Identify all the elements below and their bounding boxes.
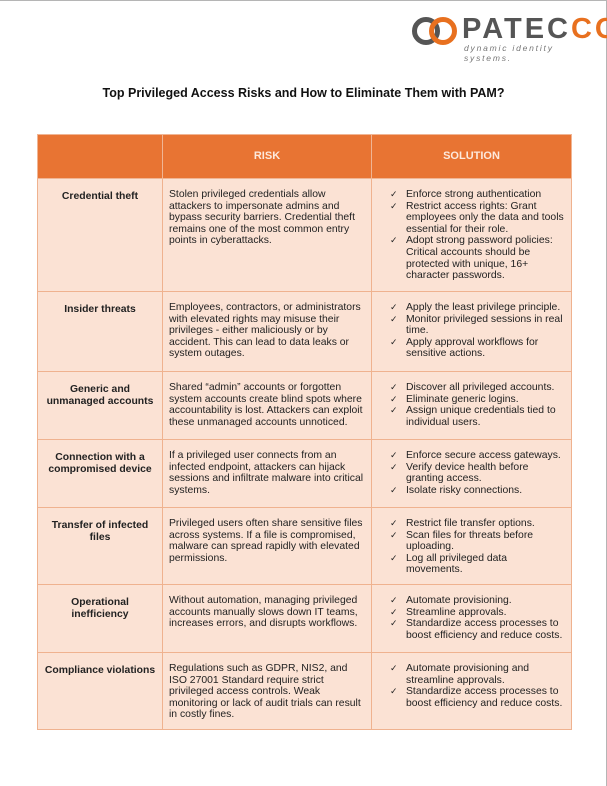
risk-name: Credential theft [37, 178, 163, 292]
solution-item: Discover all privileged accounts. [390, 382, 565, 394]
solution-list: Restrict file transfer options.Scan file… [378, 518, 565, 576]
solution-cell: Restrict file transfer options.Scan file… [371, 507, 572, 585]
solution-item: Standardize access processes to boost ef… [390, 686, 565, 709]
table-row: Compliance violations Regulations such a… [37, 651, 572, 730]
solution-list: Automate provisioning and streamline app… [378, 663, 565, 709]
solution-item: Streamline approvals. [390, 607, 565, 619]
risk-description: Privileged users often share sensitive f… [162, 507, 372, 585]
solution-list: Discover all privileged accounts.Elimina… [378, 382, 565, 428]
table-row: Operational inefficiency Without automat… [37, 583, 572, 653]
risk-description: Shared “admin” accounts or forgotten sys… [162, 371, 372, 440]
solution-item: Log all privileged data movements. [390, 553, 565, 576]
risk-description: Regulations such as GDPR, NIS2, and ISO … [162, 651, 372, 730]
risk-name: Insider threats [37, 291, 163, 372]
solution-cell: Enforce strong authenticationRestrict ac… [371, 178, 572, 292]
table-row: Connection with a compromised device If … [37, 439, 572, 508]
solution-item: Apply approval workflows for sensitive a… [390, 337, 565, 360]
solution-cell: Enforce secure access gateways.Verify de… [371, 439, 572, 508]
solution-item: Adopt strong password policies: Critical… [390, 235, 565, 281]
risk-name: Generic and unmanaged accounts [37, 371, 163, 440]
rings-logo-icon [412, 15, 462, 47]
header-risk: RISK [162, 134, 372, 179]
risk-name: Transfer of infected files [37, 507, 163, 585]
solution-list: Enforce secure access gateways.Verify de… [378, 450, 565, 496]
risk-name: Operational inefficiency [37, 583, 163, 653]
solution-item: Standardize access processes to boost ef… [390, 618, 565, 641]
solution-item: Automate provisioning. [390, 595, 565, 607]
solution-item: Isolate risky connections. [390, 485, 565, 497]
header-solution: SOLUTION [371, 134, 572, 179]
solution-list: Automate provisioning.Streamline approva… [378, 595, 565, 641]
table-row: Transfer of infected files Privileged us… [37, 507, 572, 585]
solution-list: Enforce strong authenticationRestrict ac… [378, 189, 565, 282]
solution-item: Enforce secure access gateways. [390, 450, 565, 462]
solution-cell: Automate provisioning and streamline app… [371, 651, 572, 730]
risk-name: Compliance violations [37, 651, 163, 730]
solution-cell: Discover all privileged accounts.Elimina… [371, 371, 572, 440]
solution-item: Automate provisioning and streamline app… [390, 663, 565, 686]
risk-table: RISK SOLUTION Credential theft Stolen pr… [37, 134, 572, 730]
risk-description: Without automation, managing privileged … [162, 583, 372, 653]
solution-item: Assign unique credentials tied to indivi… [390, 405, 565, 428]
solution-item: Apply the least privilege principle. [390, 302, 565, 314]
solution-item: Monitor privileged sessions in real time… [390, 314, 565, 337]
solution-item: Scan files for threats before uploading. [390, 530, 565, 553]
risk-description: If a privileged user connects from an in… [162, 439, 372, 508]
solution-item: Enforce strong authentication [390, 189, 565, 201]
header-empty [37, 134, 163, 179]
table-row: Insider threats Employees, contractors, … [37, 291, 572, 372]
patecco-logo: PATECCO dynamic identity systems. [412, 13, 607, 63]
brand-name: PATECCO [462, 13, 607, 45]
solution-item: Restrict access rights: Grant employees … [390, 201, 565, 236]
page-title: Top Privileged Access Risks and How to E… [102, 86, 505, 100]
solution-cell: Apply the least privilege principle.Moni… [371, 291, 572, 372]
risk-description: Stolen privileged credentials allow atta… [162, 178, 372, 292]
solution-list: Apply the least privilege principle.Moni… [378, 302, 565, 360]
risk-name: Connection with a compromised device [37, 439, 163, 508]
solution-cell: Automate provisioning.Streamline approva… [371, 583, 572, 653]
solution-item: Verify device health before granting acc… [390, 462, 565, 485]
table-row: Generic and unmanaged accounts Shared “a… [37, 371, 572, 440]
table-header: RISK SOLUTION [37, 134, 572, 179]
brand-tagline: dynamic identity systems. [464, 43, 554, 63]
solution-item: Eliminate generic logins. [390, 394, 565, 406]
table-row: Credential theft Stolen privileged crede… [37, 178, 572, 292]
risk-description: Employees, contractors, or administrator… [162, 291, 372, 372]
solution-item: Restrict file transfer options. [390, 518, 565, 530]
